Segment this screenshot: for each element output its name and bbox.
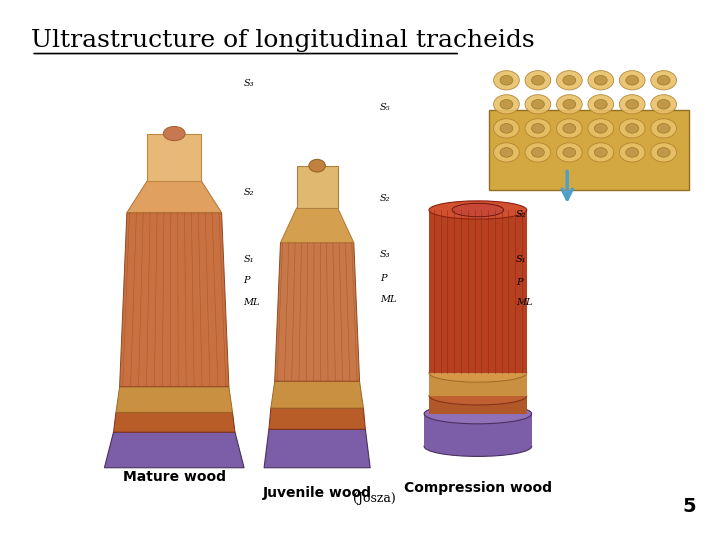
Circle shape [531,147,544,157]
Text: Ultrastructure of longitudinal tracheids: Ultrastructure of longitudinal tracheids [32,30,535,52]
Circle shape [594,76,607,85]
Circle shape [563,147,576,157]
Ellipse shape [429,364,527,382]
Polygon shape [269,408,365,429]
Circle shape [500,99,513,109]
Circle shape [525,71,551,90]
Circle shape [619,119,645,138]
Circle shape [657,99,670,109]
Polygon shape [120,213,229,387]
Circle shape [626,76,639,85]
Polygon shape [116,387,233,413]
Circle shape [557,143,582,162]
FancyBboxPatch shape [297,166,338,208]
Polygon shape [275,242,359,381]
Circle shape [531,76,544,85]
Circle shape [525,119,551,138]
Text: S₅: S₅ [380,103,390,112]
Circle shape [619,143,645,162]
Circle shape [525,143,551,162]
Circle shape [588,71,613,90]
Polygon shape [271,381,364,408]
Circle shape [594,147,607,157]
Circle shape [563,76,576,85]
Circle shape [594,124,607,133]
Text: Compression wood: Compression wood [404,481,552,495]
Text: ML: ML [380,295,397,304]
Circle shape [657,76,670,85]
Text: S₁: S₁ [516,255,526,264]
Circle shape [619,94,645,114]
Text: S₂: S₂ [516,210,526,219]
Text: ML: ML [516,298,532,307]
Text: Juvenile wood: Juvenile wood [263,486,372,500]
FancyBboxPatch shape [424,414,531,447]
Circle shape [525,94,551,114]
Circle shape [651,94,677,114]
Circle shape [588,119,613,138]
FancyBboxPatch shape [147,133,202,181]
Circle shape [626,147,639,157]
Text: P: P [516,278,522,287]
Circle shape [651,143,677,162]
Polygon shape [281,208,354,242]
Polygon shape [114,413,235,432]
Circle shape [563,99,576,109]
Circle shape [557,71,582,90]
Polygon shape [264,429,370,468]
Circle shape [651,71,677,90]
Circle shape [594,99,607,109]
Ellipse shape [452,203,504,217]
Text: Mature wood: Mature wood [122,470,226,484]
FancyBboxPatch shape [429,210,527,373]
Ellipse shape [429,387,527,405]
Circle shape [500,76,513,85]
Text: 5: 5 [682,497,696,516]
Ellipse shape [424,404,531,424]
Circle shape [494,94,519,114]
Circle shape [588,94,613,114]
Text: S₂: S₂ [380,193,390,202]
Circle shape [657,124,670,133]
Circle shape [626,124,639,133]
Circle shape [500,147,513,157]
Text: (Josza): (Josza) [353,492,396,505]
Ellipse shape [424,436,531,456]
Polygon shape [104,432,244,468]
Circle shape [494,119,519,138]
Circle shape [494,143,519,162]
FancyBboxPatch shape [429,373,527,396]
FancyBboxPatch shape [429,396,527,414]
Circle shape [619,71,645,90]
Circle shape [651,119,677,138]
Text: ML: ML [243,298,260,307]
Circle shape [557,119,582,138]
Text: S₃: S₃ [243,79,254,87]
Ellipse shape [163,126,185,141]
FancyBboxPatch shape [489,110,688,190]
Ellipse shape [429,201,527,219]
Circle shape [563,124,576,133]
Circle shape [657,147,670,157]
Circle shape [531,99,544,109]
Text: P: P [380,274,387,282]
Text: S₃: S₃ [380,249,390,259]
Circle shape [500,124,513,133]
Circle shape [626,99,639,109]
Text: S₂: S₂ [243,188,254,197]
Text: S₁: S₁ [243,255,254,264]
Ellipse shape [309,159,325,172]
Circle shape [557,94,582,114]
Circle shape [494,71,519,90]
Text: P: P [243,276,250,285]
Circle shape [531,124,544,133]
Polygon shape [127,181,222,213]
Circle shape [588,143,613,162]
